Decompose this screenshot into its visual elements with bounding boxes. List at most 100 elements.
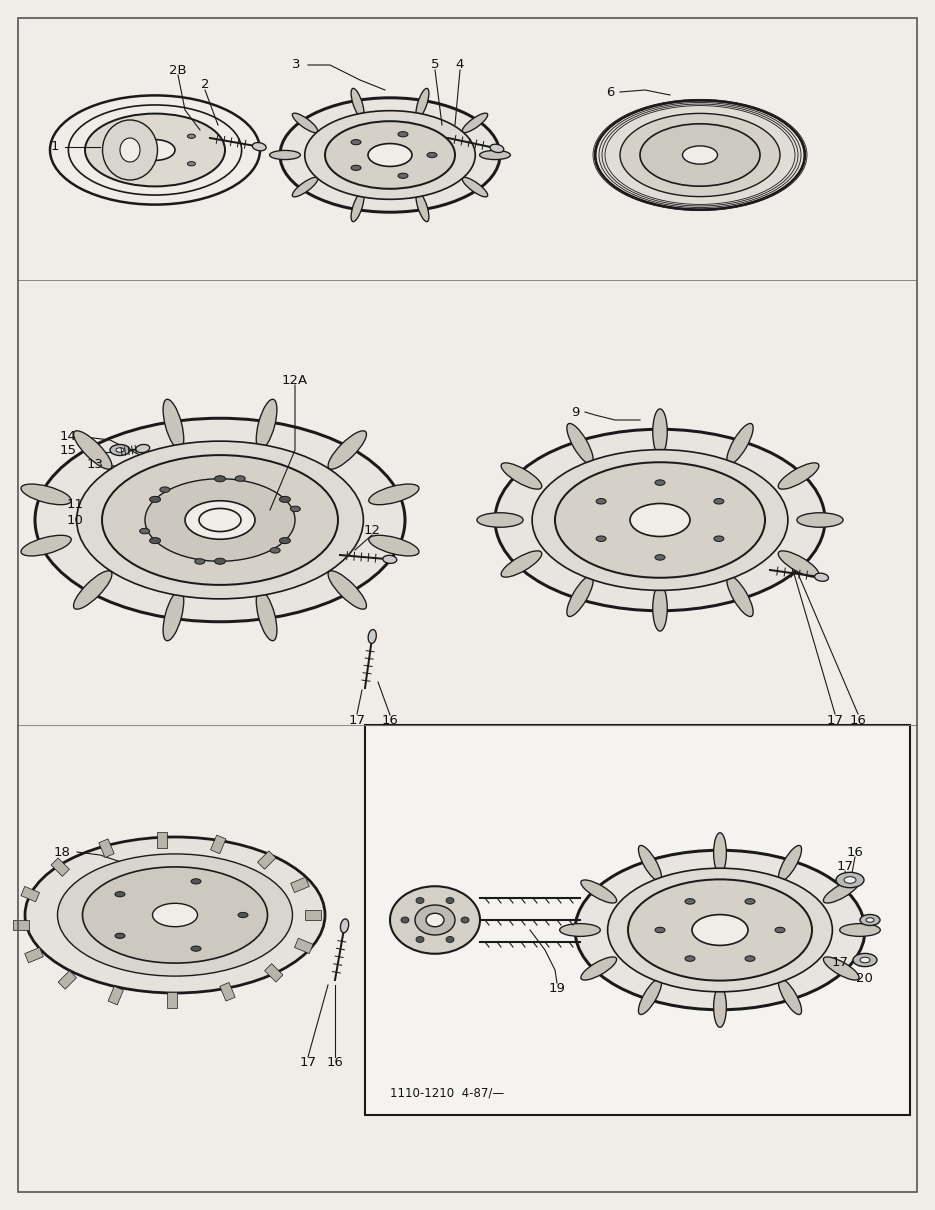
- Ellipse shape: [567, 576, 593, 617]
- Ellipse shape: [351, 166, 361, 171]
- Bar: [13, 920, 29, 930]
- Ellipse shape: [713, 832, 726, 874]
- Ellipse shape: [608, 869, 832, 992]
- Text: 1: 1: [50, 140, 59, 154]
- Ellipse shape: [150, 496, 161, 502]
- Ellipse shape: [532, 450, 788, 590]
- Ellipse shape: [639, 979, 662, 1014]
- Ellipse shape: [82, 866, 267, 963]
- Ellipse shape: [416, 88, 429, 117]
- Ellipse shape: [352, 192, 364, 221]
- Ellipse shape: [495, 430, 825, 611]
- Ellipse shape: [726, 424, 754, 465]
- Bar: [167, 992, 177, 1008]
- Ellipse shape: [252, 143, 266, 151]
- Ellipse shape: [137, 171, 145, 174]
- Ellipse shape: [77, 442, 364, 599]
- Ellipse shape: [853, 953, 877, 967]
- Ellipse shape: [139, 529, 150, 534]
- Text: 14: 14: [60, 431, 77, 444]
- Ellipse shape: [461, 917, 469, 923]
- Ellipse shape: [814, 574, 828, 581]
- Bar: [210, 835, 226, 854]
- Text: 3: 3: [292, 58, 300, 71]
- Ellipse shape: [714, 536, 724, 541]
- Ellipse shape: [293, 113, 318, 133]
- Bar: [24, 947, 43, 963]
- Bar: [295, 938, 313, 953]
- Ellipse shape: [57, 854, 293, 976]
- Ellipse shape: [775, 927, 785, 933]
- Ellipse shape: [390, 886, 480, 953]
- Ellipse shape: [214, 558, 225, 564]
- Ellipse shape: [160, 486, 170, 492]
- Ellipse shape: [501, 551, 541, 577]
- Ellipse shape: [280, 496, 291, 502]
- Ellipse shape: [328, 571, 367, 609]
- Ellipse shape: [630, 503, 690, 536]
- Ellipse shape: [35, 419, 405, 622]
- Ellipse shape: [150, 537, 161, 543]
- Ellipse shape: [779, 979, 801, 1014]
- Ellipse shape: [85, 114, 225, 186]
- Ellipse shape: [860, 915, 880, 926]
- Bar: [220, 983, 236, 1001]
- Ellipse shape: [628, 880, 812, 980]
- Text: 16: 16: [846, 846, 863, 859]
- Ellipse shape: [714, 499, 724, 505]
- Ellipse shape: [103, 120, 157, 180]
- Ellipse shape: [137, 126, 145, 129]
- Text: 2: 2: [201, 79, 209, 92]
- Ellipse shape: [581, 880, 616, 903]
- Ellipse shape: [25, 837, 325, 993]
- Ellipse shape: [726, 576, 754, 617]
- Text: 16: 16: [326, 1055, 343, 1068]
- Ellipse shape: [653, 409, 668, 455]
- Text: 9: 9: [570, 405, 579, 419]
- Ellipse shape: [382, 555, 396, 564]
- Text: 17: 17: [299, 1055, 317, 1068]
- Ellipse shape: [305, 110, 475, 200]
- Ellipse shape: [351, 139, 361, 145]
- Ellipse shape: [745, 956, 755, 961]
- Ellipse shape: [620, 114, 780, 196]
- Bar: [305, 910, 321, 920]
- Ellipse shape: [163, 399, 184, 449]
- Ellipse shape: [446, 898, 454, 904]
- Text: 15: 15: [60, 444, 77, 456]
- Ellipse shape: [398, 132, 408, 137]
- Bar: [21, 887, 39, 901]
- Ellipse shape: [280, 537, 291, 543]
- Ellipse shape: [199, 508, 241, 531]
- Ellipse shape: [115, 933, 125, 939]
- Ellipse shape: [597, 499, 606, 505]
- Text: 6: 6: [606, 86, 614, 98]
- Text: 1110-1210  4-87/—: 1110-1210 4-87/—: [390, 1087, 504, 1100]
- Text: 13: 13: [87, 459, 104, 472]
- Ellipse shape: [368, 144, 412, 167]
- Ellipse shape: [480, 150, 511, 160]
- Text: 17: 17: [837, 859, 854, 872]
- Ellipse shape: [293, 178, 318, 197]
- Ellipse shape: [163, 590, 184, 641]
- Text: 17: 17: [349, 714, 366, 726]
- Ellipse shape: [368, 535, 419, 555]
- Ellipse shape: [555, 462, 765, 577]
- Ellipse shape: [426, 914, 444, 927]
- Ellipse shape: [352, 88, 364, 117]
- Ellipse shape: [560, 923, 600, 937]
- Ellipse shape: [256, 399, 277, 449]
- Ellipse shape: [191, 946, 201, 951]
- Bar: [108, 986, 123, 1006]
- Ellipse shape: [778, 551, 819, 577]
- Ellipse shape: [325, 121, 455, 189]
- Ellipse shape: [416, 898, 424, 904]
- Ellipse shape: [824, 957, 859, 980]
- Text: 17: 17: [831, 956, 848, 969]
- Ellipse shape: [106, 148, 114, 152]
- Ellipse shape: [655, 927, 665, 933]
- Ellipse shape: [102, 455, 338, 584]
- Text: 11: 11: [66, 499, 83, 512]
- Ellipse shape: [683, 146, 717, 165]
- Bar: [99, 839, 114, 858]
